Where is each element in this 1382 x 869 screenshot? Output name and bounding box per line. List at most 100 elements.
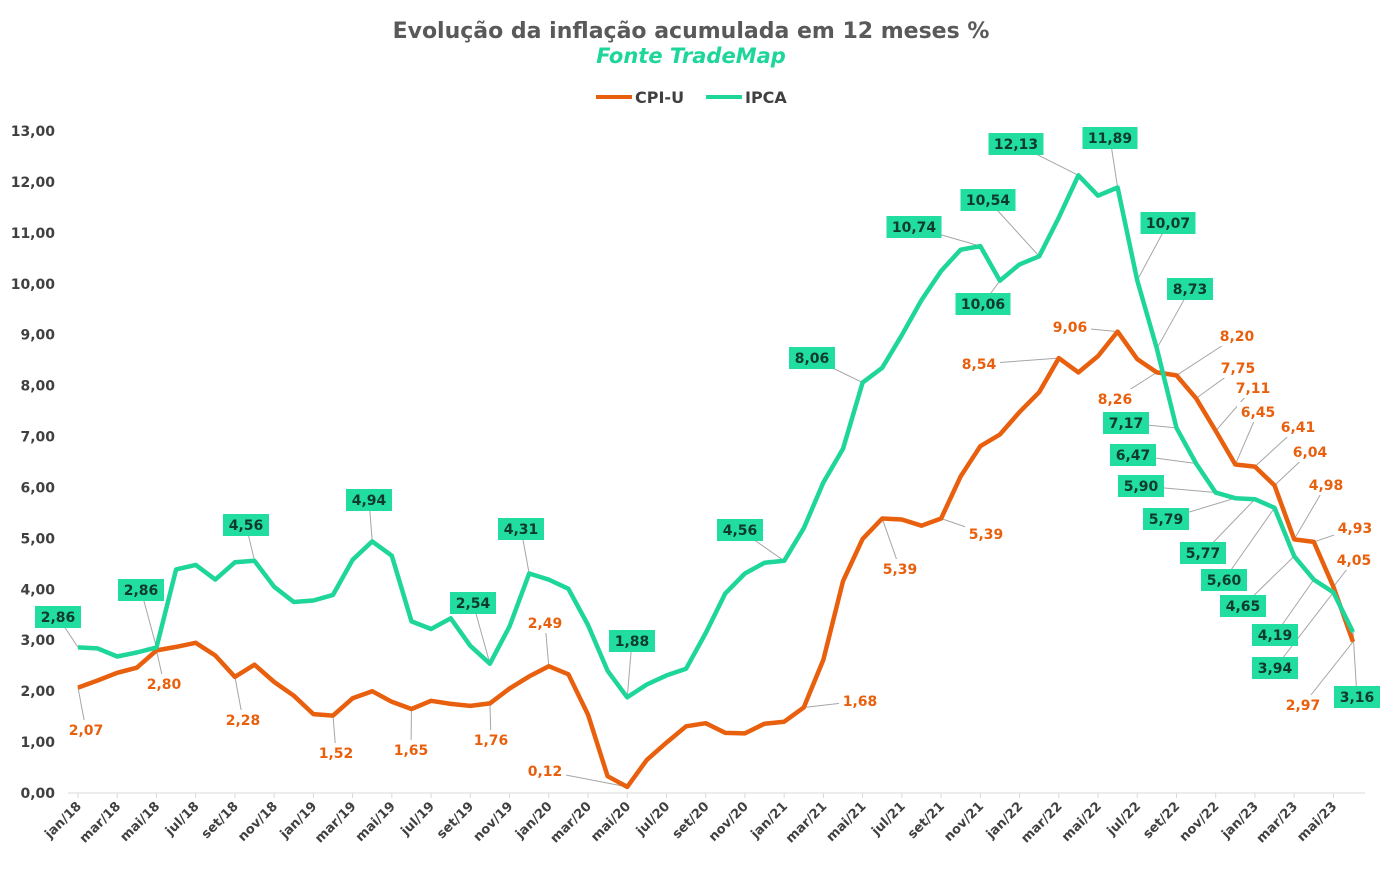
leader-line <box>1223 507 1275 581</box>
ipca-data-label: 1,88 <box>615 634 650 650</box>
ipca-data-label: 11,89 <box>1088 131 1132 147</box>
cpi-label-bg <box>1049 317 1091 337</box>
cpi-u-data-label: 1,52 <box>319 746 354 762</box>
ipca-data-label: 12,13 <box>994 137 1038 153</box>
ipca-label-box <box>1167 278 1213 300</box>
cpi-label-bg <box>965 524 1007 544</box>
ipca-data-label: 5,90 <box>1124 479 1159 495</box>
x-tick-label: set/18 <box>199 799 242 842</box>
x-tick-label: set/19 <box>434 799 477 842</box>
cpi-label-bg <box>1334 518 1376 538</box>
ipca-data-label: 4,56 <box>229 518 264 534</box>
ipca-data-label: 3,16 <box>1340 690 1375 706</box>
leader-line <box>1274 592 1334 669</box>
y-tick-label: 1,00 <box>20 735 55 751</box>
x-tick-label: mai/20 <box>588 799 634 845</box>
ipca-data-label: 10,07 <box>1146 216 1190 232</box>
cpi-label-bg <box>879 559 921 579</box>
x-tick-label: jul/22 <box>1104 799 1144 839</box>
cpi-label-bg <box>1217 358 1259 378</box>
ipca-label-box <box>1180 542 1226 564</box>
cpi-label-bg <box>1216 326 1258 346</box>
ipca-label-box <box>789 347 835 369</box>
legend: CPI-U IPCA <box>596 88 787 107</box>
y-tick-label: 4,00 <box>20 582 55 598</box>
cpi-u-data-label: 7,11 <box>1236 381 1271 397</box>
ipca-label-box <box>988 133 1044 155</box>
x-tick-label: mai/21 <box>824 799 870 845</box>
x-tick-label: nov/19 <box>471 799 517 845</box>
chart-title: Evolução da inflação acumulada em 12 mes… <box>393 19 990 44</box>
ipca-data-label: 4,31 <box>504 522 539 538</box>
cpi-u-data-label: 2,28 <box>226 713 261 729</box>
ipca-label-box <box>450 592 496 614</box>
cpi-label-bg <box>1094 389 1136 409</box>
x-tick-label: mar/19 <box>312 799 359 846</box>
ipca-data-label: 7,17 <box>1109 416 1144 432</box>
x-tick-label: mai/22 <box>1059 799 1105 845</box>
cpi-label-bg <box>1237 402 1279 422</box>
ipca-data-label: 2,86 <box>41 610 76 626</box>
cpi-u-data-label: 6,41 <box>1281 420 1316 436</box>
ipca-label-box <box>498 518 544 540</box>
ipca-label-box <box>118 579 164 601</box>
x-tick-label: jul/21 <box>868 799 908 839</box>
x-tick-label: mar/18 <box>77 799 124 846</box>
cpi-label-bg <box>839 691 881 711</box>
series-line-ipca <box>77 173 1356 700</box>
ipca-data-label: 6,47 <box>1116 448 1151 464</box>
cpi-u-data-label: 4,05 <box>1337 553 1372 569</box>
y-tick-label: 7,00 <box>20 430 55 446</box>
ipca-label-box <box>1252 624 1298 646</box>
cpi-label-bg <box>470 730 512 750</box>
ipca-label-box <box>717 519 763 541</box>
cpi-u-data-label: 0,12 <box>528 764 563 780</box>
ipca-label-box <box>886 216 942 238</box>
legend-label-cpi-u: CPI-U <box>635 88 684 107</box>
x-tick-label: nov/22 <box>1177 799 1223 845</box>
ipca-label-box <box>1118 475 1164 497</box>
ipca-label-box <box>955 293 1011 315</box>
cpi-label-bg <box>1277 417 1319 437</box>
cpi-label-bg <box>1305 475 1347 495</box>
legend-label-ipca: IPCA <box>745 88 787 107</box>
y-tick-label: 12,00 <box>11 175 56 191</box>
cpi-label-bg <box>143 674 185 694</box>
cpi-u-data-label: 2,49 <box>528 616 563 632</box>
ipca-data-label: 8,73 <box>1173 282 1208 298</box>
cpi-u-data-label: 9,06 <box>1053 320 1088 336</box>
cpi-label-bg <box>1232 378 1274 398</box>
x-tick-label: set/22 <box>1140 799 1183 842</box>
cpi-label-bg <box>390 740 432 760</box>
ipca-label-box <box>1143 508 1189 530</box>
ipca-data-label: 4,19 <box>1258 628 1293 644</box>
ipca-label-box <box>223 514 269 536</box>
cpi-u-data-label: 6,45 <box>1241 405 1276 421</box>
series-line-cpi-u <box>77 329 1356 790</box>
cpi-u-data-label: 4,93 <box>1338 521 1373 537</box>
y-tick-label: 6,00 <box>20 480 55 496</box>
x-tick-label: set/20 <box>670 799 713 842</box>
y-tick-label: 5,00 <box>20 531 55 547</box>
ipca-data-label: 3,94 <box>1258 661 1293 677</box>
x-tick-label: mai/19 <box>353 799 399 845</box>
cpi-label-bg <box>524 613 566 633</box>
cpi-label-bg <box>1289 442 1331 462</box>
ipca-label-box <box>609 630 655 652</box>
cpi-u-data-label: 1,68 <box>843 694 878 710</box>
x-tick-label: mar/23 <box>1254 799 1301 846</box>
cpi-u-data-label: 1,76 <box>474 733 509 749</box>
x-tick-label: mai/23 <box>1295 799 1341 845</box>
x-tick-label: nov/20 <box>706 799 752 845</box>
cpi-u-data-label: 1,65 <box>394 743 429 759</box>
ipca-data-label: 10,74 <box>892 220 937 236</box>
leader-line <box>1302 641 1354 706</box>
ipca-data-label: 8,06 <box>795 351 830 367</box>
cpi-u-data-label: 7,75 <box>1221 361 1256 377</box>
x-tick-label: jul/18 <box>162 799 202 839</box>
ipca-label-box <box>1334 686 1380 708</box>
ipca-data-label: 4,65 <box>1226 599 1261 615</box>
x-tick-label: nov/18 <box>235 799 281 845</box>
x-tick-label: mar/21 <box>783 799 830 846</box>
y-tick-label: 11,00 <box>11 226 56 242</box>
